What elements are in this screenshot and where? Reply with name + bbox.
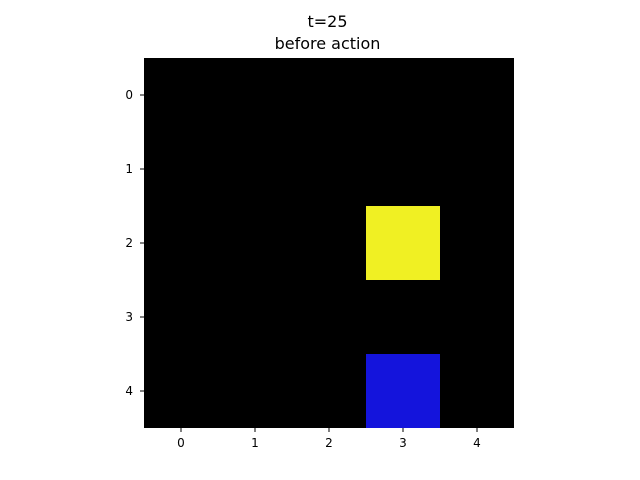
y-tick-label: 2 <box>125 236 133 250</box>
x-tick-label: 0 <box>177 436 185 450</box>
game-board <box>144 58 514 428</box>
x-tick-label: 2 <box>325 436 333 450</box>
blue-tile <box>366 354 440 428</box>
x-tick-label: 3 <box>399 436 407 450</box>
figure-title-phase: before action <box>274 34 381 53</box>
grid-layer: 0 1 2 3 4 0 1 2 3 4 <box>125 58 514 450</box>
y-tick-label: 3 <box>125 310 133 324</box>
x-tick-label: 4 <box>473 436 481 450</box>
yellow-tile <box>366 206 440 280</box>
y-tick-label: 4 <box>125 384 133 398</box>
figure-title-time: t=25 <box>307 12 348 31</box>
y-tick-label: 1 <box>125 162 133 176</box>
y-tick-label: 0 <box>125 88 133 102</box>
x-tick-label: 1 <box>251 436 259 450</box>
